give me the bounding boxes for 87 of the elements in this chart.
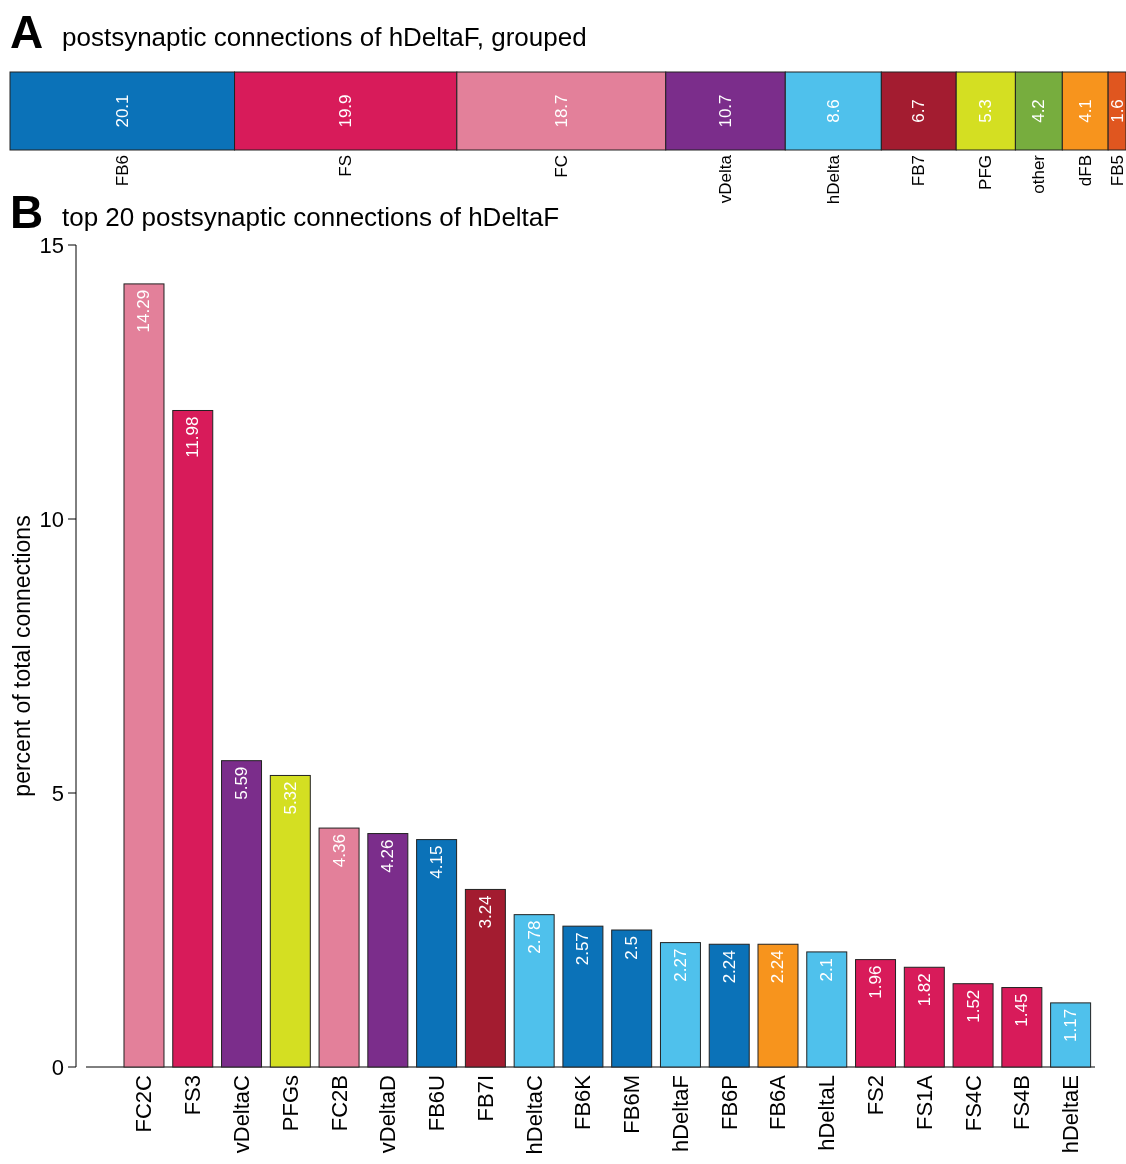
- text: FB5: [1107, 155, 1126, 187]
- text: A: [10, 6, 44, 58]
- data-label: 5.32: [280, 781, 300, 815]
- x-tick-label: vDeltaD: [375, 1075, 401, 1154]
- data-label: 2.1: [817, 957, 837, 982]
- bar: [513, 914, 555, 1068]
- x-tick-label: FB6U: [424, 1075, 450, 1132]
- bar: [1050, 1002, 1092, 1068]
- x-tick-label: FC2C: [131, 1074, 157, 1133]
- y-tick-label: 5: [51, 780, 64, 806]
- bar: [123, 283, 165, 1068]
- bar: [757, 943, 799, 1068]
- bar: [562, 925, 604, 1068]
- text: FS: [336, 155, 356, 177]
- text: vDelta: [716, 154, 736, 204]
- data-label: 1.82: [914, 973, 934, 1007]
- text: dFB: [1075, 155, 1095, 187]
- data-label: 1.45: [1012, 993, 1032, 1027]
- bar: [855, 959, 897, 1068]
- data-label: 20.1: [112, 94, 132, 128]
- x-tick-label: PFGs: [277, 1075, 303, 1132]
- chart-title: postsynaptic connections of hDeltaF, grouped: [62, 22, 587, 52]
- y-tick-label: 10: [39, 506, 64, 532]
- x-tick-label: hDeltaL: [814, 1075, 840, 1151]
- x-tick-label: FC2B: [326, 1075, 352, 1132]
- data-label: 5.59: [232, 766, 252, 800]
- bar: [464, 888, 506, 1068]
- x-tick-label: FB7I: [472, 1075, 498, 1122]
- text: FB6: [112, 155, 132, 187]
- data-label: 14.29: [134, 289, 154, 333]
- x-tick-label: FB6P: [716, 1075, 742, 1131]
- data-label: 10.7: [716, 94, 736, 128]
- x-tick-label: hDeltaC: [521, 1074, 547, 1155]
- bar: [269, 774, 311, 1068]
- x-tick-label: FB6A: [765, 1074, 791, 1131]
- data-label: 4.2: [1029, 99, 1049, 123]
- x-tick-label: vDeltaC: [229, 1074, 255, 1154]
- data-label: 4.36: [329, 834, 349, 868]
- data-label: 11.98: [183, 416, 203, 458]
- text: other: [1029, 154, 1049, 194]
- bar: [172, 410, 214, 1068]
- bar: [367, 833, 409, 1068]
- bar: [903, 966, 945, 1068]
- x-tick-label: hDeltaE: [1058, 1075, 1084, 1154]
- data-label: 8.6: [823, 99, 843, 123]
- data-label: 2.78: [524, 920, 544, 954]
- data-label: 4.1: [1075, 99, 1095, 123]
- data-label: 2.24: [768, 950, 788, 984]
- data-label: 1.17: [1061, 1008, 1081, 1042]
- bar: [659, 942, 701, 1068]
- x-tick-label: FS3: [180, 1075, 206, 1116]
- data-label: 18.7: [551, 94, 571, 128]
- bar: [416, 839, 458, 1068]
- y-tick-label: 0: [51, 1054, 64, 1080]
- y-axis-title: percent of total connections: [9, 515, 35, 797]
- x-tick-label: FB6M: [619, 1075, 645, 1134]
- x-tick-label: FS4B: [1009, 1075, 1035, 1131]
- text: FC: [551, 155, 571, 178]
- bar: [611, 929, 653, 1068]
- x-tick-label: FB6K: [570, 1074, 596, 1131]
- text: hDelta: [823, 154, 843, 205]
- data-label: 5.3: [976, 99, 996, 123]
- data-label: 2.27: [670, 948, 690, 982]
- x-tick-label: FS1A: [911, 1074, 937, 1131]
- text: FB7: [909, 155, 929, 187]
- data-label: 3.24: [475, 895, 495, 929]
- data-label: 19.9: [336, 94, 356, 128]
- bar: [221, 760, 263, 1068]
- x-tick-label: FS4C: [960, 1074, 986, 1132]
- data-label: 4.15: [427, 845, 447, 879]
- data-label: 1.52: [963, 989, 983, 1023]
- bar: [318, 827, 360, 1068]
- bar: [806, 951, 848, 1068]
- bar: [1001, 987, 1043, 1068]
- data-label: 2.57: [573, 932, 593, 966]
- data-label: 6.7: [909, 99, 929, 123]
- data-label: 4.26: [378, 839, 398, 873]
- data-label: 1.6: [1107, 99, 1126, 123]
- x-tick-label: FS2: [863, 1075, 889, 1116]
- bar: [708, 943, 750, 1068]
- data-label: 2.5: [622, 936, 642, 960]
- data-label: 1.96: [866, 965, 886, 999]
- bar: [952, 983, 994, 1068]
- x-tick-label: hDeltaF: [667, 1075, 693, 1153]
- data-label: 2.24: [719, 950, 739, 984]
- chart-title: top 20 postsynaptic connections of hDeltaF: [62, 202, 560, 232]
- text: PFG: [976, 155, 996, 190]
